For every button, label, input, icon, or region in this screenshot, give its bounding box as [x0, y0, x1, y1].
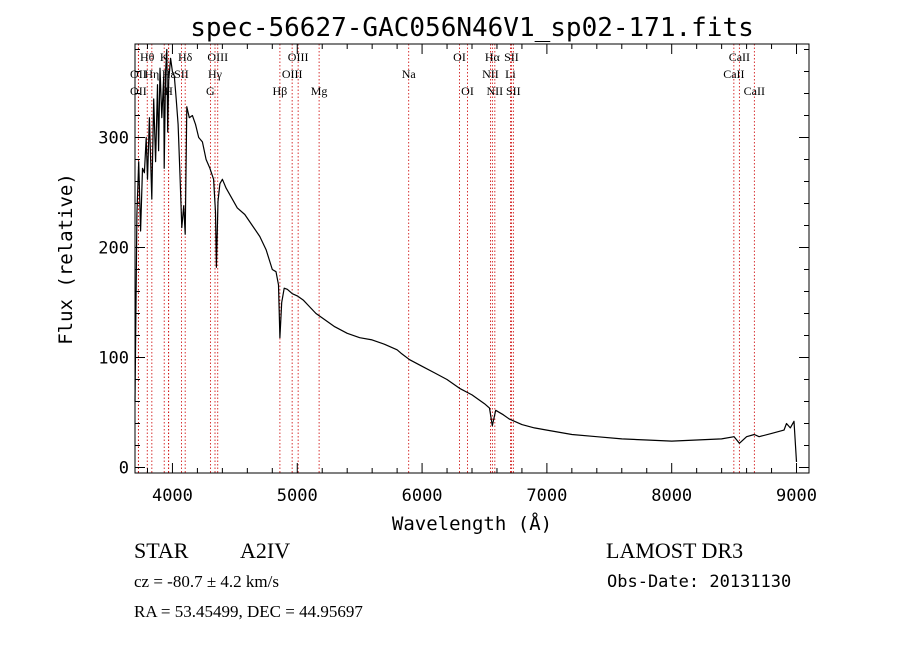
x-axis: 4000 5000 6000 7000 8000 9000 [146, 44, 817, 506]
y-tick-label: 300 [98, 129, 129, 149]
emission-line-label: K [160, 50, 169, 64]
emission-line-label: OIII [207, 50, 228, 64]
chart-title: spec-56627-GAC056N46V1_sp02-171.fits [190, 13, 754, 43]
x-tick-label: 5000 [277, 486, 318, 506]
emission-line-label: NII [482, 67, 499, 81]
emission-line-label: SII [506, 84, 521, 98]
emission-line-label: Mg [311, 84, 328, 98]
emission-line-label: G [206, 84, 215, 98]
survey-name: LAMOST DR3 [606, 538, 744, 563]
emission-line-label: SII [504, 50, 519, 64]
emission-line-label: OIII [288, 50, 309, 64]
emission-line-label: Hα [485, 50, 501, 64]
emission-line-label: OII [130, 84, 147, 98]
emission-line-label: CaII [723, 67, 744, 81]
x-tick-label: 6000 [402, 486, 443, 506]
y-tick-label: 0 [119, 459, 129, 479]
observation-date: Obs-Date: 20131130 [607, 572, 792, 592]
x-tick-label: 7000 [526, 486, 567, 506]
emission-line-label: Hδ [178, 50, 193, 64]
y-tick-label: 100 [98, 349, 129, 369]
x-axis-label: Wavelength (Å) [392, 512, 552, 535]
ra-dec-coordinates: RA = 53.45499, DEC = 44.95697 [134, 602, 363, 621]
emission-line-label: Hη [144, 67, 159, 81]
x-tick-label: 9000 [776, 486, 817, 506]
emission-line-label: Li [505, 67, 516, 81]
y-axis: 0 100 200 300 [98, 49, 809, 479]
spectrum-series-line [134, 48, 798, 463]
emission-line-label: CaII [744, 84, 765, 98]
y-tick-label: 200 [98, 239, 129, 259]
emission-line-markers [137, 44, 755, 473]
emission-line-label: OI [461, 84, 474, 98]
emission-line-label: OI [453, 50, 466, 64]
emission-line-label: Hθ [140, 50, 155, 64]
emission-line-label: OIII [282, 67, 303, 81]
emission-line-label: Hγ [208, 67, 223, 81]
emission-line-label: OII [130, 67, 147, 81]
emission-line-label: Hβ [273, 84, 288, 98]
y-axis-label: Flux (relative) [55, 173, 77, 345]
emission-line-label: NII [487, 84, 504, 98]
emission-line-label: CaII [729, 50, 750, 64]
redshift-velocity: cz = -80.7 ± 4.2 km/s [134, 572, 279, 591]
x-tick-label: 4000 [152, 486, 193, 506]
object-subclass: A2IV [240, 538, 291, 563]
x-tick-label: 8000 [651, 486, 692, 506]
emission-line-label: Na [402, 67, 417, 81]
emission-line-label: SII [174, 67, 189, 81]
object-class: STAR [134, 538, 189, 563]
plot-frame [134, 43, 810, 474]
